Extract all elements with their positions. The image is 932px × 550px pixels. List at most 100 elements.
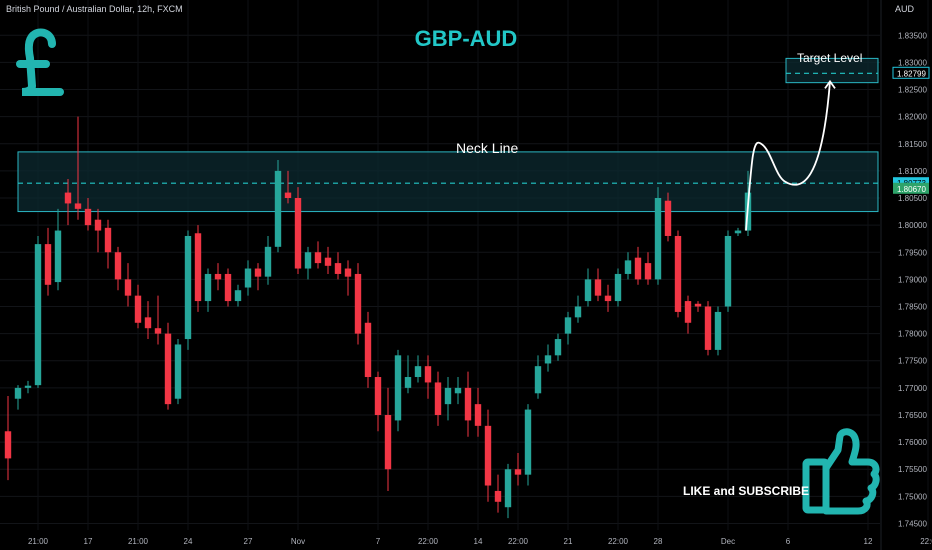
candle-body — [94, 219, 102, 231]
projection-arrow — [745, 79, 836, 231]
symbol-header: British Pound / Australian Dollar, 12h, … — [6, 4, 183, 14]
candle — [14, 385, 22, 410]
candle-body — [314, 252, 322, 264]
candle — [604, 284, 612, 312]
candle — [274, 160, 282, 253]
candle — [444, 377, 452, 421]
candle-body — [274, 170, 282, 247]
x-tick-label: 21 — [564, 537, 573, 546]
candle — [234, 284, 242, 307]
candle-body — [404, 377, 412, 388]
candle-body — [204, 273, 212, 302]
candle — [724, 230, 732, 312]
candle-body — [114, 252, 122, 280]
y-tick-label: 1.77000 — [898, 384, 927, 393]
neck-zone — [17, 151, 879, 213]
candle — [534, 355, 542, 399]
candle-body — [254, 268, 262, 277]
candle-body — [74, 203, 82, 209]
candle — [34, 235, 42, 388]
candle — [614, 268, 622, 307]
candle — [124, 263, 132, 307]
candle — [324, 246, 332, 274]
candle-body — [584, 279, 592, 302]
candle-body — [554, 339, 562, 356]
candle — [464, 371, 472, 437]
y-tick-label: 1.82000 — [898, 113, 927, 122]
x-tick-label: 24 — [184, 537, 193, 546]
candle-body — [134, 295, 142, 323]
candle — [484, 409, 492, 502]
candle — [734, 227, 742, 236]
candle-body — [294, 198, 302, 269]
y-tick-label: 1.82500 — [898, 86, 927, 95]
candle-body — [224, 273, 232, 302]
candle-body — [734, 230, 742, 234]
candle-body — [664, 200, 672, 236]
y-tick-label: 1.75000 — [898, 492, 927, 501]
candle — [474, 387, 482, 437]
candle — [314, 241, 322, 269]
candle — [594, 268, 602, 302]
pound-sign-icon — [16, 28, 64, 96]
y-tick-label: 1.77500 — [898, 357, 927, 366]
candle-body — [384, 414, 392, 470]
candle-body — [654, 198, 662, 280]
x-tick-label: 22:00 — [418, 537, 439, 546]
candle-body — [434, 382, 442, 415]
zones — [17, 57, 879, 213]
candle — [194, 225, 202, 312]
candle — [404, 355, 412, 394]
candle — [394, 349, 402, 432]
candle — [644, 252, 652, 285]
candle-body — [244, 268, 252, 288]
x-tick-label: 22:0 — [920, 537, 932, 546]
candle — [184, 230, 192, 350]
candle-body — [444, 387, 452, 405]
candle-body — [714, 311, 722, 350]
candle — [164, 322, 172, 410]
candle-body — [144, 317, 152, 329]
candle-body — [484, 425, 492, 486]
y-tick-label: 1.81500 — [898, 140, 927, 149]
candle — [424, 355, 432, 399]
candle-body — [124, 279, 132, 296]
candle — [494, 474, 502, 513]
candle-body — [494, 490, 502, 502]
candle — [64, 179, 72, 226]
candle-body — [694, 303, 702, 307]
candle — [624, 252, 632, 280]
projection-arrowhead — [824, 79, 836, 89]
candle-body — [174, 344, 182, 399]
candle — [584, 268, 592, 307]
y-tick-label: 1.81000 — [898, 167, 927, 176]
y-tick-label: 1.75500 — [898, 465, 927, 474]
x-tick-label: 14 — [474, 537, 483, 546]
x-tick-label: 27 — [244, 537, 253, 546]
candle — [354, 263, 362, 345]
target-zone — [785, 57, 879, 84]
candle-body — [344, 268, 352, 277]
x-tick-label: Dec — [721, 537, 735, 546]
y-tick-label: 1.83500 — [898, 31, 927, 40]
neck-line-label: Neck Line — [456, 140, 519, 156]
candle — [244, 260, 252, 296]
currency-label: AUD — [894, 4, 914, 14]
candle-body — [604, 295, 612, 302]
y-tick-label: 1.79000 — [898, 275, 927, 284]
candle — [204, 268, 212, 312]
candles — [4, 116, 752, 519]
candle — [344, 260, 352, 296]
candle — [214, 263, 222, 291]
candle-body — [534, 366, 542, 394]
candle — [84, 198, 92, 231]
y-tick-label: 1.76000 — [898, 438, 927, 447]
candle-body — [414, 366, 422, 378]
candle-body — [504, 469, 512, 508]
candle — [134, 284, 142, 329]
x-axis: 21:00 17 21:00 24 27 Nov 7 22:00 14 22:00 21 22:00 2… — [28, 537, 932, 546]
candle-body — [164, 333, 172, 405]
candle — [454, 377, 462, 405]
candle-body — [334, 263, 342, 274]
y-axis: 1.83500 1.83000 1.82500 1.82000 1.81500 1.810… — [898, 31, 927, 528]
